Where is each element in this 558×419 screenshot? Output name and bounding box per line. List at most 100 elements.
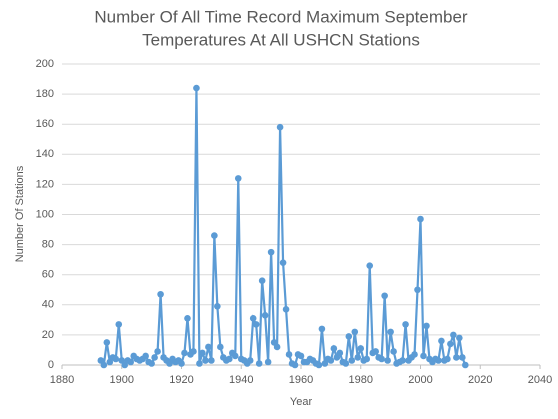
data-point (297, 352, 305, 360)
data-point (348, 357, 356, 364)
data-point (342, 360, 350, 367)
data-point (246, 357, 254, 364)
data-point (154, 348, 161, 355)
data-point (196, 360, 203, 367)
data-point (267, 248, 275, 256)
data-point (148, 360, 155, 367)
data-point (420, 352, 427, 360)
data-point (252, 321, 260, 328)
data-point (456, 334, 463, 342)
data-point (462, 361, 469, 369)
data-point (417, 215, 424, 223)
y-tick-label: 140 (36, 148, 54, 160)
data-point (402, 321, 409, 328)
data-point (226, 355, 233, 363)
x-tick-label: 1960 (289, 374, 313, 386)
data-point (285, 351, 293, 358)
data-point (231, 352, 239, 360)
data-point (423, 322, 430, 330)
data-point (273, 343, 281, 351)
x-tick-label: 2020 (468, 374, 492, 386)
data-point (279, 259, 287, 266)
data-point (258, 277, 266, 285)
y-tick-label: 60 (42, 269, 54, 281)
data-point (459, 354, 466, 361)
data-point (282, 306, 290, 313)
data-point (345, 333, 353, 340)
data-point (327, 357, 335, 364)
data-point (261, 312, 269, 319)
data-point (211, 232, 218, 239)
data-point (387, 328, 394, 336)
data-point (450, 331, 457, 339)
data-point (184, 315, 191, 322)
data-point (249, 315, 257, 322)
data-point (264, 358, 272, 366)
data-point (414, 286, 421, 294)
y-axis-label: Number Of Stations (14, 165, 26, 262)
data-point (351, 328, 359, 336)
data-point (378, 355, 385, 363)
data-point (199, 349, 206, 357)
data-point (330, 345, 338, 352)
chart-title: Temperatures At All USHCN Stations (142, 30, 420, 49)
data-point (112, 355, 120, 363)
data-point (208, 357, 215, 364)
data-point (205, 343, 212, 351)
data-point (100, 361, 108, 369)
data-point (193, 84, 200, 92)
y-tick-label: 40 (42, 299, 54, 311)
y-tick-label: 120 (36, 178, 54, 190)
x-tick-label: 2000 (408, 374, 432, 386)
data-point (115, 321, 123, 328)
y-tick-label: 0 (48, 359, 54, 371)
data-point (255, 360, 263, 367)
chart-title: Number Of All Time Record Maximum Septem… (94, 7, 468, 26)
data-point (181, 349, 188, 357)
data-point (151, 354, 158, 361)
data-point (411, 351, 418, 358)
data-point (390, 348, 397, 355)
x-tick-label: 1940 (229, 374, 253, 386)
data-point (214, 303, 221, 310)
x-axis-label: Year (290, 396, 313, 408)
y-tick-label: 200 (36, 58, 54, 70)
data-point (103, 339, 111, 346)
data-point (217, 343, 224, 351)
data-point (315, 361, 323, 369)
y-tick-label: 80 (42, 239, 54, 251)
data-point (202, 357, 209, 364)
data-point (384, 357, 391, 364)
y-tick-label: 160 (36, 118, 54, 130)
x-tick-label: 2040 (528, 374, 552, 386)
data-point (318, 325, 326, 333)
x-tick-label: 1920 (169, 374, 193, 386)
data-point (447, 340, 454, 348)
x-tick-label: 1980 (349, 374, 373, 386)
data-point (399, 357, 406, 364)
data-point (291, 361, 299, 369)
data-point (381, 292, 388, 300)
data-point (366, 262, 374, 269)
y-tick-label: 100 (36, 208, 54, 220)
data-point (372, 348, 379, 355)
data-point (444, 355, 451, 363)
data-point (190, 348, 197, 355)
data-point (354, 354, 362, 361)
data-point (234, 175, 242, 182)
data-point (435, 357, 442, 364)
data-point (142, 352, 149, 360)
y-tick-label: 180 (36, 88, 54, 100)
x-tick-label: 1880 (50, 374, 74, 386)
data-point (438, 337, 445, 345)
data-point (157, 290, 164, 298)
data-point (276, 123, 284, 131)
data-point (336, 349, 344, 357)
data-point (453, 354, 460, 361)
data-point (357, 345, 365, 352)
data-point (178, 360, 185, 367)
data-point (363, 355, 371, 363)
x-tick-label: 1900 (110, 374, 134, 386)
data-point (127, 358, 135, 366)
